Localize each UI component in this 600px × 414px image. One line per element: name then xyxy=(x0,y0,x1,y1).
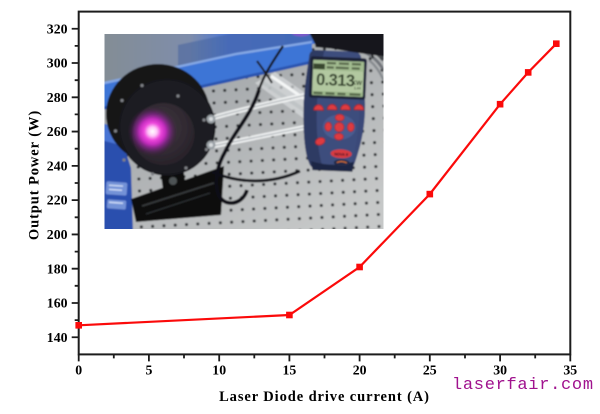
svg-text:260: 260 xyxy=(47,124,68,139)
svg-text:220: 220 xyxy=(47,193,68,208)
svg-text:15: 15 xyxy=(283,363,297,378)
svg-text:160: 160 xyxy=(47,296,68,311)
svg-text:Output Power (W): Output Power (W) xyxy=(27,110,43,240)
svg-text:240: 240 xyxy=(47,158,68,173)
svg-text:20: 20 xyxy=(353,363,367,378)
svg-text:1.44: 1.44 xyxy=(354,86,361,90)
svg-text:280: 280 xyxy=(47,90,68,105)
svg-text:320: 320 xyxy=(47,21,68,36)
svg-text:NOVA II: NOVA II xyxy=(334,152,348,157)
svg-text:25: 25 xyxy=(423,363,437,378)
svg-text:140: 140 xyxy=(47,330,68,345)
svg-text:0.313: 0.313 xyxy=(316,71,355,91)
svg-text:30: 30 xyxy=(493,363,507,378)
svg-text:5: 5 xyxy=(145,363,152,378)
svg-text:10: 10 xyxy=(212,363,226,378)
svg-text:KW: KW xyxy=(351,80,362,87)
svg-text:300: 300 xyxy=(47,56,68,71)
svg-text:0: 0 xyxy=(75,363,82,378)
svg-text:35: 35 xyxy=(563,363,577,378)
svg-text:Laser Diode drive current (A): Laser Diode drive current (A) xyxy=(219,389,430,405)
svg-text:200: 200 xyxy=(47,227,68,242)
svg-text:180: 180 xyxy=(47,261,68,276)
svg-text:laserfair.com: laserfair.com xyxy=(452,376,594,395)
